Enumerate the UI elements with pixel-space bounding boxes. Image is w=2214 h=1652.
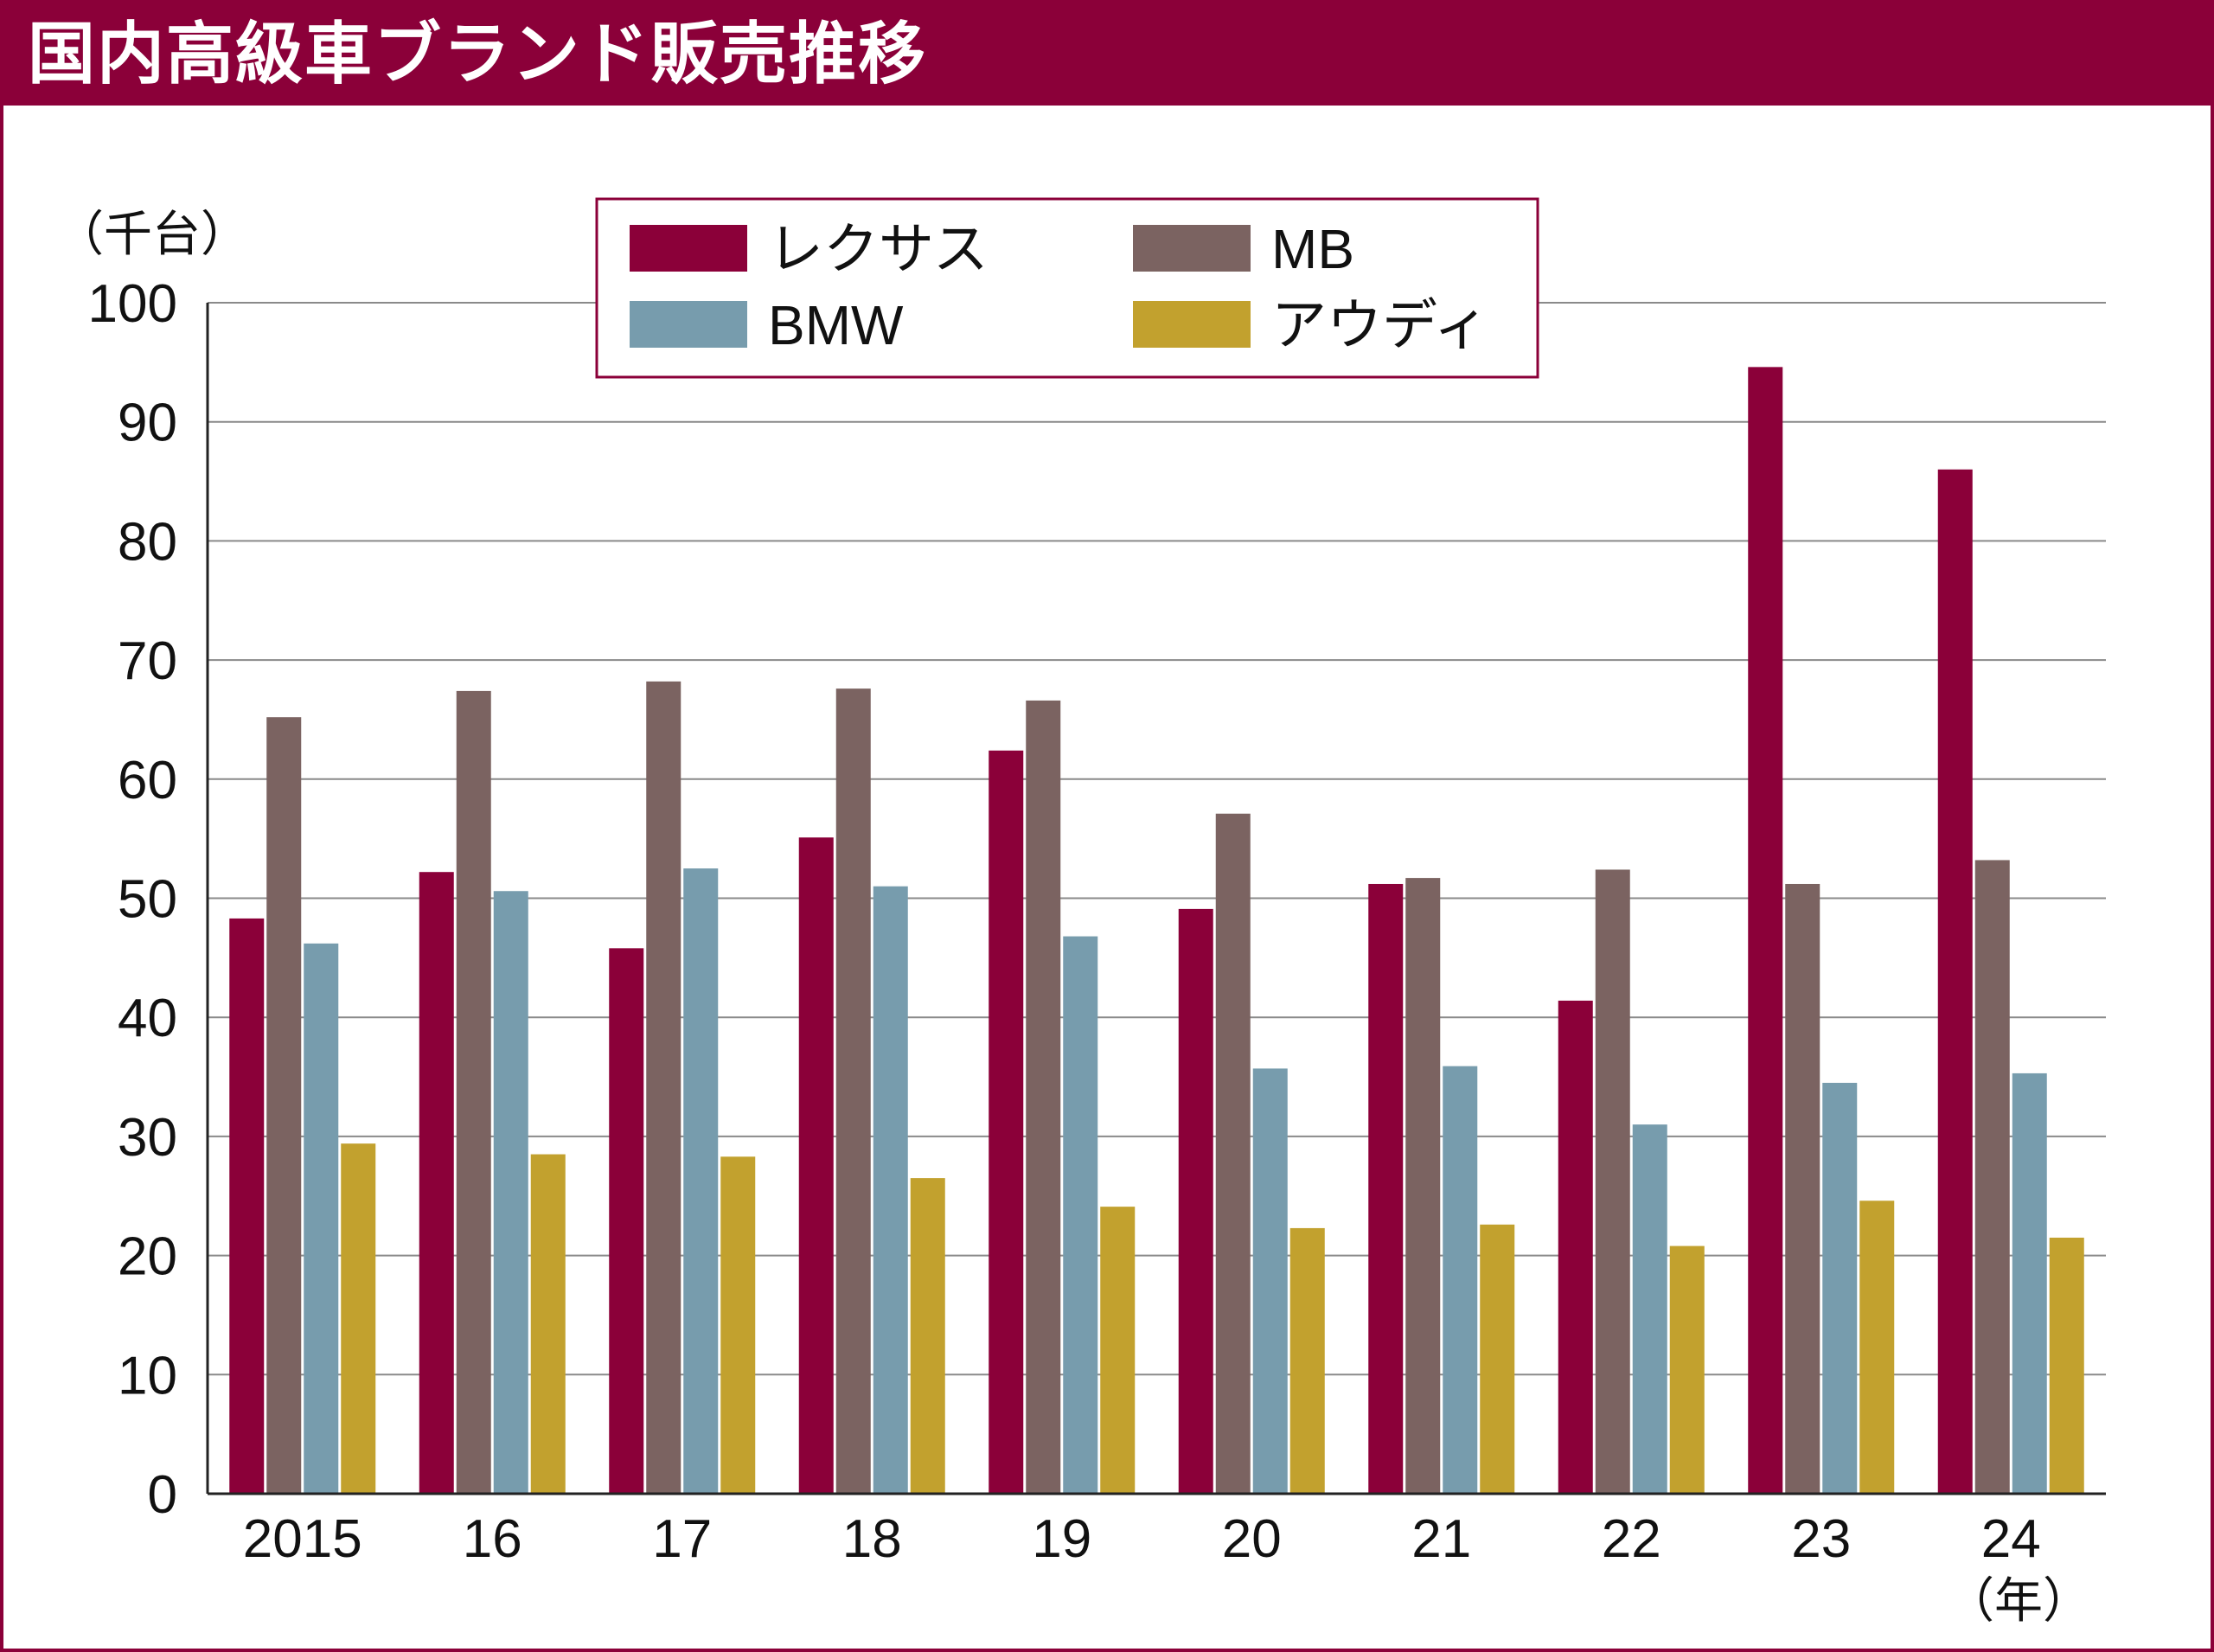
y-unit-label: （千台） bbox=[55, 207, 249, 261]
bars bbox=[229, 367, 2084, 1494]
y-tick-labels: 0 10 20 30 40 50 60 70 80 90 100 bbox=[88, 274, 177, 1525]
bar-audi bbox=[1100, 1207, 1136, 1494]
legend-box bbox=[595, 197, 1539, 379]
legend-swatch bbox=[630, 225, 747, 272]
x-tick-label: 16 bbox=[463, 1509, 522, 1569]
y-tick-label: 100 bbox=[88, 274, 177, 334]
y-tick-label: 80 bbox=[118, 512, 177, 572]
bar-audi bbox=[1859, 1201, 1895, 1494]
x-tick-label: 22 bbox=[1602, 1509, 1661, 1569]
bar-bmw bbox=[2012, 1073, 2047, 1494]
bar-bmw bbox=[873, 886, 908, 1494]
x-unit-label: （年） bbox=[1946, 1573, 2091, 1628]
x-tick-label: 17 bbox=[652, 1509, 712, 1569]
y-tick-label: 30 bbox=[118, 1108, 177, 1168]
x-tick-label: 20 bbox=[1222, 1509, 1282, 1569]
bar-audi bbox=[720, 1156, 756, 1494]
x-tick-label: 23 bbox=[1791, 1509, 1851, 1569]
y-tick-label: 50 bbox=[118, 870, 177, 930]
bar-bmw bbox=[1822, 1082, 1858, 1494]
y-tick-label: 70 bbox=[118, 631, 177, 691]
bar-bmw bbox=[1252, 1068, 1288, 1494]
bar-audi bbox=[1669, 1245, 1705, 1494]
legend: レクサス MB BMW アウディ bbox=[595, 197, 1539, 379]
bar-bmw bbox=[493, 891, 528, 1494]
bar-mb bbox=[1026, 700, 1061, 1494]
bar-mb bbox=[1785, 883, 1820, 1494]
bar-audi bbox=[2049, 1237, 2084, 1494]
bar-lexus bbox=[798, 837, 834, 1494]
legend-swatch bbox=[630, 301, 747, 348]
x-tick-label: 18 bbox=[842, 1509, 902, 1569]
bar-audi bbox=[1289, 1227, 1325, 1494]
bar-mb bbox=[646, 681, 681, 1494]
bar-mb bbox=[1405, 878, 1441, 1494]
bar-audi bbox=[910, 1178, 945, 1494]
bar-lexus bbox=[989, 750, 1024, 1494]
legend-label: アウディ bbox=[1271, 294, 1489, 356]
y-tick-label: 10 bbox=[118, 1346, 177, 1405]
legend-label: MB bbox=[1271, 218, 1354, 280]
bar-lexus bbox=[1368, 883, 1404, 1494]
legend-label: レクサス bbox=[768, 218, 989, 280]
bar-bmw bbox=[304, 943, 339, 1494]
legend-swatch bbox=[1133, 225, 1251, 272]
bar-lexus bbox=[419, 872, 454, 1494]
y-tick-label: 0 bbox=[148, 1465, 177, 1525]
x-tick-label: 24 bbox=[1981, 1509, 2041, 1569]
bar-audi bbox=[530, 1154, 566, 1494]
title-bar: 国内高級車ブランド販売推移 bbox=[3, 3, 2211, 106]
bar-mb bbox=[266, 717, 302, 1494]
bar-mb bbox=[1595, 869, 1630, 1494]
bar-lexus bbox=[1178, 908, 1213, 1494]
bar-audi bbox=[341, 1143, 376, 1494]
bar-lexus bbox=[229, 918, 265, 1494]
bar-mb bbox=[835, 688, 871, 1494]
bar-bmw bbox=[683, 868, 719, 1494]
bar-audi bbox=[1480, 1224, 1515, 1494]
grid-lines bbox=[208, 302, 2106, 1376]
x-tick-label: 2015 bbox=[243, 1509, 362, 1569]
bar-lexus bbox=[1558, 1000, 1593, 1494]
y-tick-label: 20 bbox=[118, 1227, 177, 1287]
bar-bmw bbox=[1443, 1066, 1478, 1494]
y-tick-label: 60 bbox=[118, 751, 177, 810]
x-tick-labels: 2015 16 17 18 19 20 21 22 23 24 bbox=[243, 1509, 2041, 1569]
y-tick-label: 40 bbox=[118, 989, 177, 1048]
bar-bmw bbox=[1063, 936, 1098, 1494]
chart-title: 国内高級車ブランド販売推移 bbox=[28, 16, 928, 93]
bar-mb bbox=[456, 690, 491, 1494]
x-tick-label: 19 bbox=[1032, 1509, 1091, 1569]
axes bbox=[206, 303, 2106, 1495]
legend-label: BMW bbox=[768, 294, 904, 356]
x-tick-label: 21 bbox=[1411, 1509, 1471, 1569]
legend-swatch bbox=[1133, 301, 1251, 348]
bar-mb bbox=[1974, 860, 2010, 1494]
bar-mb bbox=[1215, 813, 1251, 1494]
bar-bmw bbox=[1632, 1124, 1667, 1494]
bar-lexus bbox=[1748, 367, 1783, 1494]
bar-lexus bbox=[609, 948, 644, 1494]
y-tick-label: 90 bbox=[118, 394, 177, 453]
bar-lexus bbox=[1937, 469, 1973, 1494]
